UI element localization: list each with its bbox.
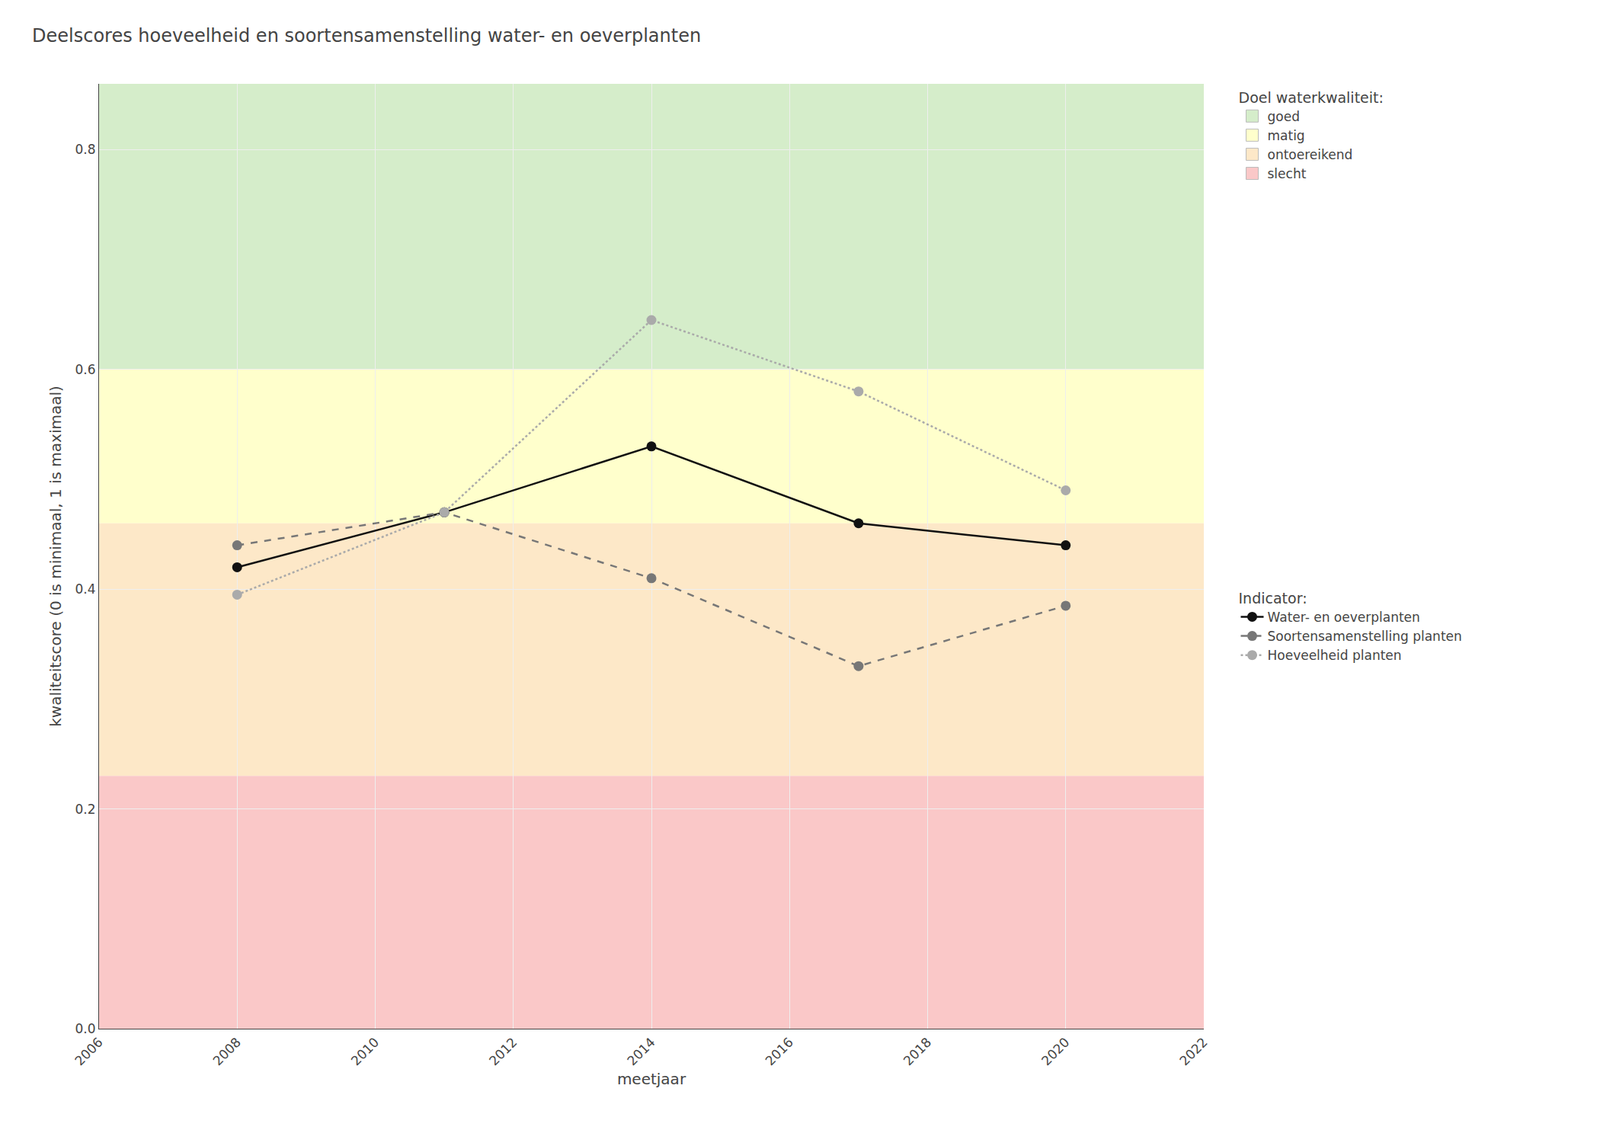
svg-text:0.6: 0.6 xyxy=(75,361,96,378)
svg-text:kwaliteitscore (0 is minimaal,: kwaliteitscore (0 is minimaal, 1 is maxi… xyxy=(46,385,65,727)
svg-text:Hoeveelheid planten: Hoeveelheid planten xyxy=(1267,647,1402,663)
svg-text:2012: 2012 xyxy=(486,1034,521,1069)
svg-text:goed: goed xyxy=(1267,108,1300,125)
svg-text:ontoereikend: ontoereikend xyxy=(1267,147,1354,163)
svg-text:2016: 2016 xyxy=(761,1034,797,1069)
svg-text:Indicator:: Indicator: xyxy=(1238,589,1308,607)
svg-text:2010: 2010 xyxy=(348,1034,383,1069)
svg-text:2008: 2008 xyxy=(209,1034,244,1069)
svg-text:2022: 2022 xyxy=(1176,1034,1211,1069)
svg-text:meetjaar: meetjaar xyxy=(617,1069,687,1088)
svg-text:Doel waterkwaliteit:: Doel waterkwaliteit: xyxy=(1238,89,1384,106)
svg-text:2006: 2006 xyxy=(71,1034,106,1069)
svg-text:2018: 2018 xyxy=(900,1034,935,1069)
svg-text:slecht: slecht xyxy=(1267,166,1307,182)
svg-text:Soortensamenstelling planten: Soortensamenstelling planten xyxy=(1267,628,1463,644)
svg-text:0.8: 0.8 xyxy=(75,141,96,157)
svg-text:2020: 2020 xyxy=(1038,1034,1073,1069)
svg-text:matig: matig xyxy=(1267,128,1306,144)
svg-text:Water- en oeverplanten: Water- en oeverplanten xyxy=(1267,609,1421,625)
svg-text:2014: 2014 xyxy=(624,1034,659,1069)
svg-text:0.2: 0.2 xyxy=(75,801,96,817)
svg-text:Deelscores hoeveelheid en soor: Deelscores hoeveelheid en soortensamenst… xyxy=(32,25,701,47)
svg-text:0.4: 0.4 xyxy=(75,581,96,597)
svg-text:0.0: 0.0 xyxy=(75,1020,96,1037)
